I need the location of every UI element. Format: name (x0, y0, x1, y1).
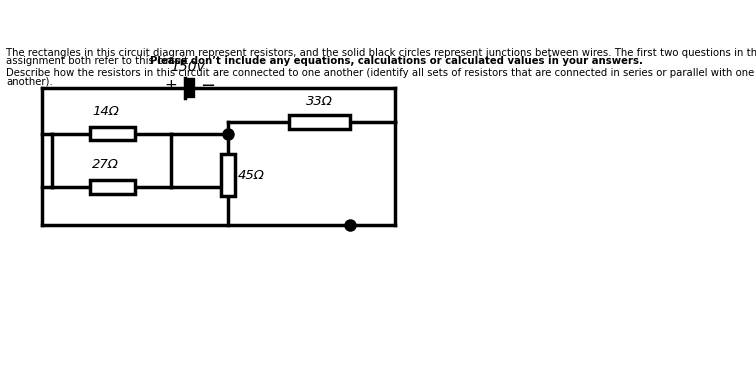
Text: −: − (200, 77, 215, 95)
Bar (221, 154, 235, 196)
Text: +: + (164, 78, 177, 93)
Text: 45Ω: 45Ω (238, 169, 265, 182)
Text: Please don’t include any equations, calculations or calculated values in your an: Please don’t include any equations, calc… (150, 56, 643, 66)
Text: Describe how the resistors in this circuit are connected to one another (identif: Describe how the resistors in this circu… (6, 68, 754, 78)
Text: The rectangles in this circuit diagram represent resistors, and the solid black : The rectangles in this circuit diagram r… (6, 48, 756, 58)
Bar (289, 115, 349, 129)
Text: another).: another). (6, 77, 53, 87)
Text: 33Ω: 33Ω (305, 95, 333, 108)
Text: assignment both refer to this circuit.: assignment both refer to this circuit. (6, 56, 195, 66)
Bar (91, 127, 135, 140)
Text: 27Ω: 27Ω (92, 158, 119, 171)
Bar (91, 180, 135, 193)
Text: 150v: 150v (170, 60, 205, 74)
Text: 14Ω: 14Ω (92, 105, 119, 118)
